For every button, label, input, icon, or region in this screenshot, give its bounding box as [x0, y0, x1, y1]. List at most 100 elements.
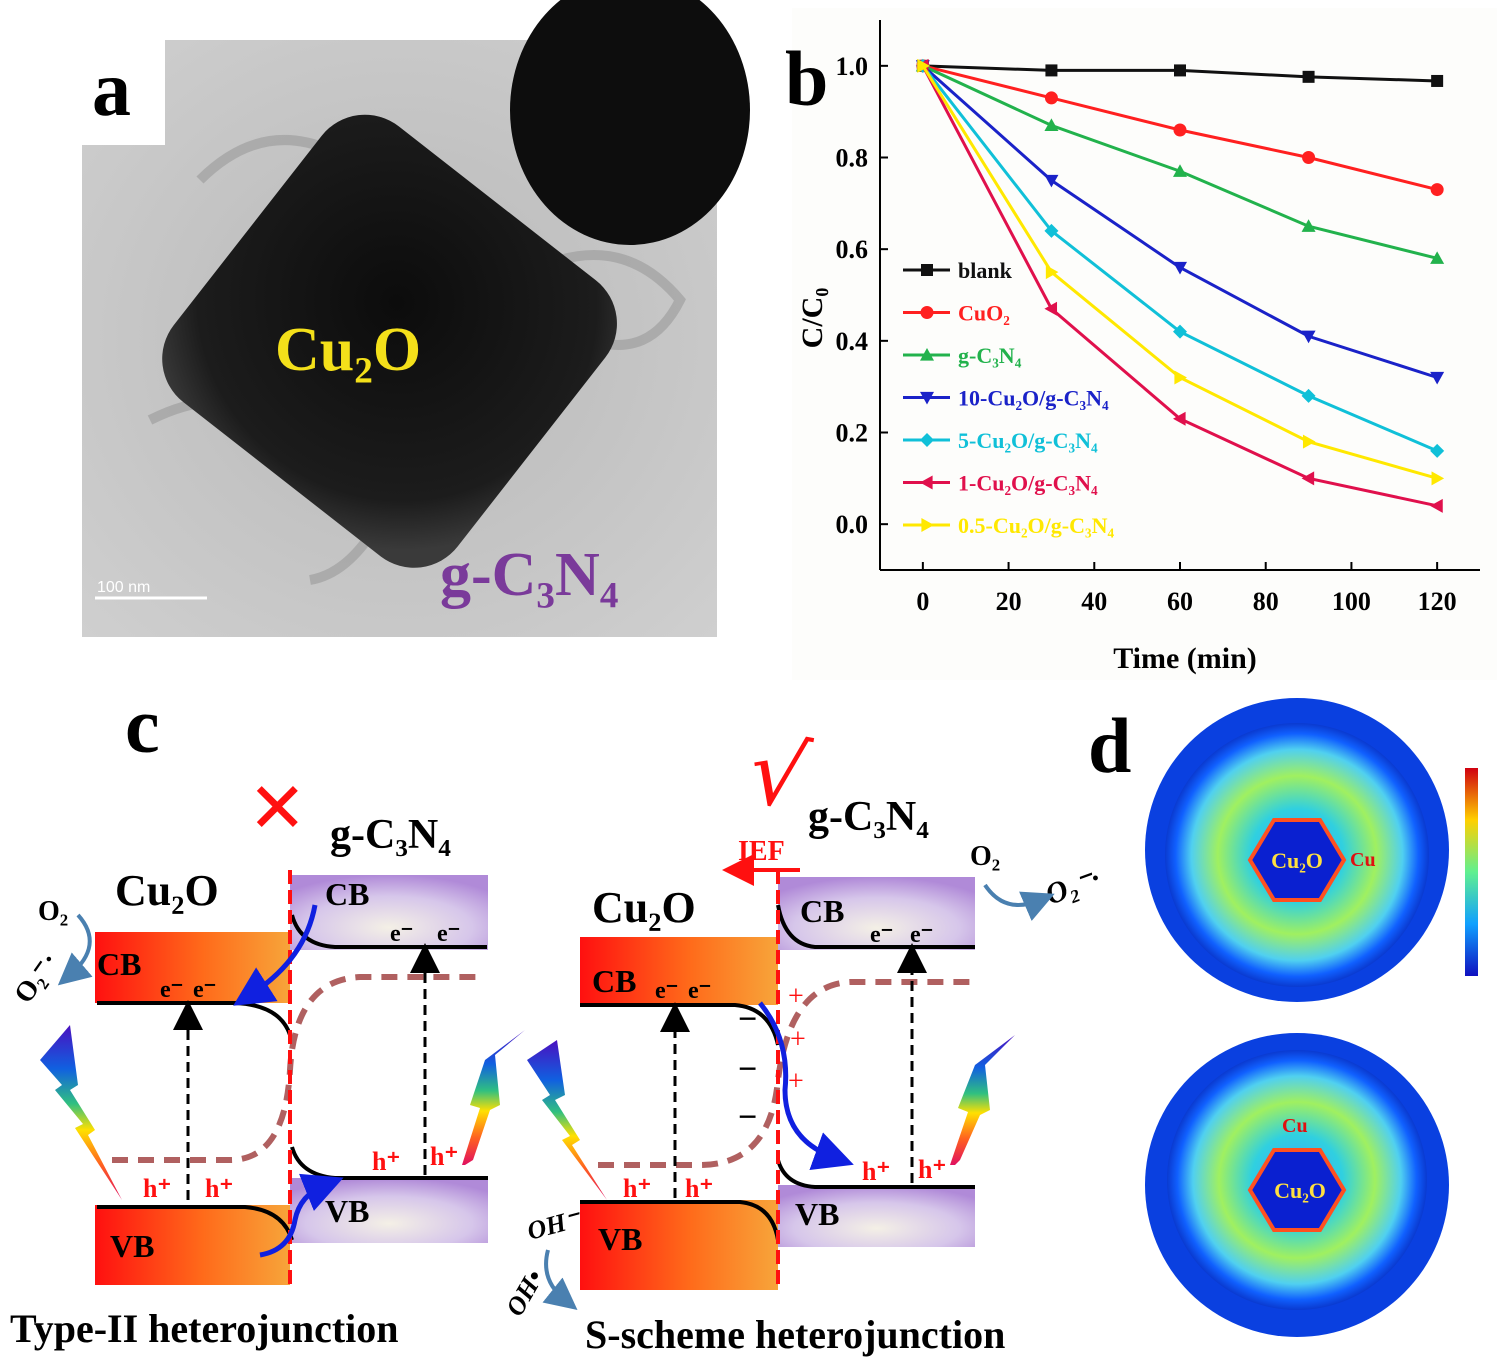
- positive-charge: +: [788, 1066, 804, 1097]
- legend-label: blank: [958, 258, 1013, 283]
- o2-label: O₂: [38, 896, 68, 927]
- colorbar: [1465, 768, 1478, 976]
- gc3n4-cb-box: [290, 875, 488, 950]
- panel-letter-d: d: [1088, 702, 1131, 789]
- cu2o-label: Cu₂O: [1271, 848, 1323, 873]
- data-point: [1431, 74, 1444, 87]
- electron-transfer-arrow: [233, 904, 318, 1006]
- check-mark-icon: √: [741, 718, 816, 831]
- scale-bar-label: 100 nm: [97, 579, 150, 596]
- type-ii-title: Type-II heterojunction: [10, 1306, 399, 1351]
- positive-charge: +: [788, 981, 804, 1012]
- data-point: [920, 391, 934, 405]
- data-point: [1302, 151, 1316, 164]
- x-tick-label: 120: [1418, 587, 1457, 616]
- data-point: [1044, 118, 1059, 132]
- hole-label: h⁺: [143, 1174, 171, 1203]
- data-point: [1301, 330, 1316, 344]
- cu-label: Cu: [1350, 849, 1376, 871]
- cu2o-cb-label: CB: [97, 946, 141, 982]
- cu2o-cb-band: [580, 1003, 780, 1046]
- chart-background: [792, 8, 1497, 680]
- field-map-top: Cu₂O Cu: [1145, 698, 1449, 1002]
- negative-charge: −: [738, 1099, 757, 1136]
- data-point: [920, 348, 934, 361]
- data-point: [1044, 174, 1059, 188]
- ief-label: IEF: [738, 836, 785, 867]
- data-point: [1431, 471, 1445, 486]
- legend-label: 10-Cu₂O/g-C₃N₄: [958, 386, 1109, 411]
- y-tick-label: 0.0: [836, 510, 869, 539]
- x-tick-label: 80: [1253, 587, 1279, 616]
- y-tick-label: 0.2: [836, 419, 869, 448]
- legend-label: CuO₂: [958, 301, 1010, 326]
- panel-d-field-maps: d Cu₂O Cu Cu₂O Cu: [1088, 698, 1478, 1337]
- data-point: [1173, 261, 1187, 275]
- electron-recombination-arrow: [758, 1001, 854, 1171]
- gc3n4-cb-label: CB: [325, 876, 369, 912]
- cu2o-vb-box: [95, 1205, 290, 1285]
- gc3n4-cb-box: [778, 877, 975, 950]
- data-point: [1173, 123, 1187, 137]
- data-point: [1301, 219, 1316, 232]
- label-gc3n4: g-C₃N₄: [808, 794, 929, 840]
- electron-label: e⁻: [193, 977, 216, 1003]
- data-point: [1301, 471, 1315, 486]
- hydroxyl-radical-label: OH•: [500, 1265, 549, 1321]
- light-bolt-icon: [40, 1025, 122, 1200]
- data-point: [1044, 91, 1058, 105]
- o2-label: O₂: [970, 841, 1000, 872]
- cu2o-vb-label: VB: [110, 1228, 154, 1264]
- y-tick-label: 0.8: [836, 144, 869, 173]
- label-cu2o: Cu₂O: [115, 866, 219, 915]
- light-bolt-icon: [527, 1040, 607, 1200]
- negative-charge: −: [738, 1001, 757, 1038]
- x-tick-label: 40: [1081, 587, 1107, 616]
- y-tick-label: 0.4: [836, 327, 869, 356]
- hole-label: h⁺: [685, 1174, 713, 1203]
- data-point: [1045, 64, 1058, 77]
- data-point: [921, 518, 934, 532]
- gc3n4-vb-label: VB: [795, 1196, 839, 1232]
- electron-label: e⁻: [688, 978, 711, 1004]
- hole-label: h⁺: [430, 1142, 458, 1171]
- data-point: [921, 264, 933, 276]
- x-tick-label: 0: [916, 587, 929, 616]
- light-bolt-icon: [462, 1030, 525, 1165]
- data-point: [1044, 223, 1059, 238]
- label-gc3n4: g-C₃N₄: [440, 541, 618, 609]
- hydroxide-label: OH⁻: [524, 1204, 585, 1246]
- y-tick-label: 0.6: [836, 235, 869, 264]
- electron-label: e⁻: [655, 978, 678, 1004]
- data-point: [1173, 324, 1187, 339]
- data-point: [1173, 164, 1187, 177]
- field-map-bottom: Cu₂O Cu: [1145, 1033, 1449, 1337]
- cu2o-hexagon: [1247, 818, 1347, 902]
- fermi-level-line: [598, 979, 975, 1168]
- letter-box: [82, 40, 165, 145]
- s-scheme-diagram: √ g-C₃N₄ IEF Cu₂O CB VB CB VB − − − + + …: [500, 718, 1104, 1357]
- cross-mark-icon: ✕: [248, 767, 307, 849]
- y-tick-label: 1.0: [836, 52, 869, 81]
- data-point: [1302, 434, 1316, 449]
- reaction-arrow: [57, 913, 93, 986]
- data-point: [1302, 70, 1315, 83]
- x-tick-label: 60: [1167, 587, 1193, 616]
- positive-charge: +: [790, 1024, 806, 1055]
- hole-transfer-arrow: [259, 1173, 344, 1258]
- panel-letter-b: b: [785, 35, 828, 122]
- data-point: [1430, 498, 1443, 513]
- y-axis-label: C/C₀: [796, 288, 829, 349]
- gc3n4-cb-label: CB: [800, 893, 844, 929]
- cu2o-vb-label: VB: [598, 1221, 642, 1257]
- chart-plot: 0 20 40 60 80 100 120 0.0 0.2 0.4 0.6 0.8 1.0 blank Cu…: [836, 20, 1480, 616]
- x-axis-label: Time (min): [1113, 642, 1257, 675]
- data-point: [1045, 265, 1059, 280]
- label-gc3n4: g-C₃N₄: [330, 812, 451, 858]
- hole-label: h⁺: [372, 1147, 400, 1176]
- data-point: [1301, 388, 1316, 403]
- neighbor-particle: [510, 0, 750, 245]
- hole-label: h⁺: [205, 1174, 233, 1203]
- data-point: [1430, 251, 1445, 264]
